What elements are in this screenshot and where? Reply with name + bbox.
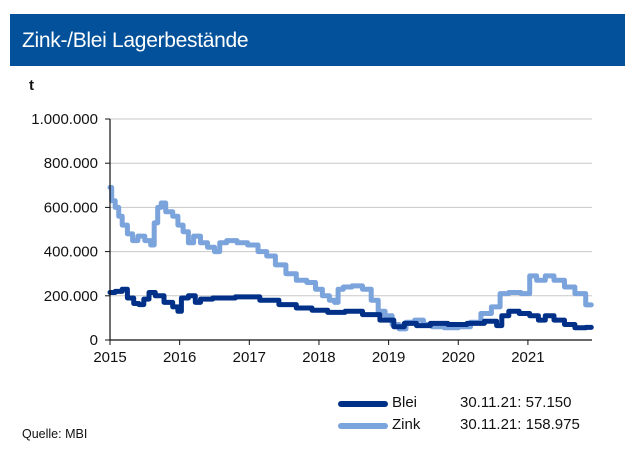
x-tick-label: 2015 xyxy=(93,349,126,366)
legend-label-blei: Blei xyxy=(392,394,418,411)
x-axis-ticks: 2015 2016 2017 2018 2019 2020 2021 xyxy=(93,340,545,366)
x-tick-label: 2017 xyxy=(233,349,266,366)
legend-value-zink: 30.11.21: 158.975 xyxy=(460,416,580,433)
series-line-blei xyxy=(107,286,594,331)
legend-swatch-zink xyxy=(338,423,388,429)
y-tick-label: 0 xyxy=(90,332,98,349)
chart-title: Zink-/Blei Lagerbestände xyxy=(22,29,249,52)
y-tick-label: 200.000 xyxy=(44,288,98,305)
y-tick-label: 600.000 xyxy=(44,199,98,216)
chart-header: Zink-/Blei Lagerbestände xyxy=(10,14,625,66)
series-lines xyxy=(107,185,594,332)
x-tick-label: 2021 xyxy=(511,349,544,366)
y-tick-label: 400.000 xyxy=(44,244,98,261)
gridlines xyxy=(110,118,592,297)
x-tick-label: 2020 xyxy=(442,349,475,366)
y-axis-unit-label: t xyxy=(29,77,34,94)
x-tick-label: 2019 xyxy=(372,349,405,366)
legend-value-blei: 30.11.21: 57.150 xyxy=(460,394,572,411)
legend-label-zink: Zink xyxy=(392,416,421,433)
x-tick-label: 2018 xyxy=(302,349,335,366)
y-tick-label: 800.000 xyxy=(44,155,98,172)
series-line-zink xyxy=(107,185,594,332)
source-note: Quelle: MBI xyxy=(22,427,88,441)
y-axis-ticks: 0 200.000 400.000 600.000 800.000 1.000.000 xyxy=(31,111,110,349)
y-tick-label: 1.000.000 xyxy=(31,111,98,128)
x-tick-label: 2016 xyxy=(163,349,196,366)
axes xyxy=(109,119,592,341)
legend-swatch-blei xyxy=(338,401,388,407)
